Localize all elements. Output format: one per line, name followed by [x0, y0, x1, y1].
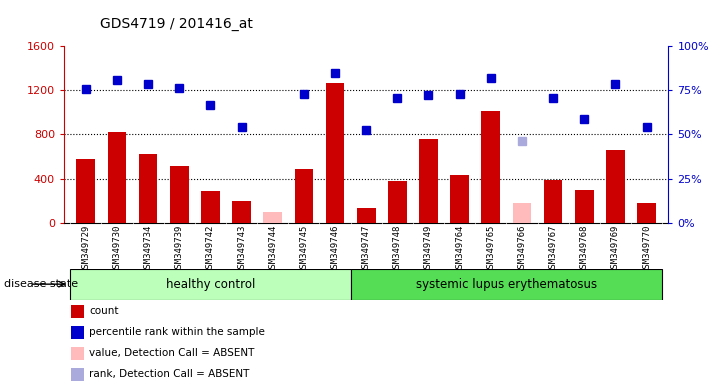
Bar	[294, 169, 314, 223]
Text: GSM349745: GSM349745	[299, 225, 309, 273]
Bar	[388, 181, 407, 223]
Text: GSM349770: GSM349770	[642, 225, 651, 273]
Bar	[450, 175, 469, 223]
Text: GDS4719 / 201416_at: GDS4719 / 201416_at	[100, 17, 252, 31]
Bar	[139, 154, 157, 223]
Text: GSM349749: GSM349749	[424, 225, 433, 273]
Text: GSM349747: GSM349747	[362, 225, 370, 273]
Bar	[513, 203, 531, 223]
Bar	[232, 200, 251, 223]
Text: GSM349729: GSM349729	[81, 225, 90, 273]
Bar	[351, 269, 662, 300]
Bar	[357, 209, 375, 223]
Text: GSM349748: GSM349748	[392, 225, 402, 273]
Text: GSM349767: GSM349767	[549, 225, 557, 273]
Text: disease state: disease state	[4, 279, 77, 289]
Bar	[637, 204, 656, 223]
Bar	[326, 83, 344, 223]
Text: GSM349743: GSM349743	[237, 225, 246, 273]
Bar	[70, 269, 351, 300]
Text: GSM349765: GSM349765	[486, 225, 496, 273]
Text: GSM349730: GSM349730	[112, 225, 122, 273]
Bar	[544, 180, 562, 223]
Text: value, Detection Call = ABSENT: value, Detection Call = ABSENT	[89, 348, 255, 358]
Bar	[575, 190, 594, 223]
Bar	[263, 212, 282, 223]
Text: GSM349768: GSM349768	[579, 225, 589, 273]
Text: GSM349769: GSM349769	[611, 225, 620, 273]
Bar	[606, 150, 625, 223]
Text: percentile rank within the sample: percentile rank within the sample	[89, 327, 264, 337]
Bar	[419, 139, 438, 223]
Text: GSM349744: GSM349744	[268, 225, 277, 273]
Text: rank, Detection Call = ABSENT: rank, Detection Call = ABSENT	[89, 369, 250, 379]
Text: GSM349746: GSM349746	[331, 225, 340, 273]
Text: GSM349742: GSM349742	[206, 225, 215, 273]
Text: GSM349734: GSM349734	[144, 225, 153, 273]
Text: GSM349764: GSM349764	[455, 225, 464, 273]
Bar	[107, 132, 127, 223]
Text: count: count	[89, 306, 118, 316]
Bar	[481, 111, 500, 223]
Text: GSM349739: GSM349739	[175, 225, 183, 273]
Bar	[170, 166, 188, 223]
Text: GSM349766: GSM349766	[518, 225, 526, 273]
Bar	[201, 191, 220, 223]
Text: healthy control: healthy control	[166, 278, 255, 291]
Bar	[77, 159, 95, 223]
Text: systemic lupus erythematosus: systemic lupus erythematosus	[416, 278, 597, 291]
